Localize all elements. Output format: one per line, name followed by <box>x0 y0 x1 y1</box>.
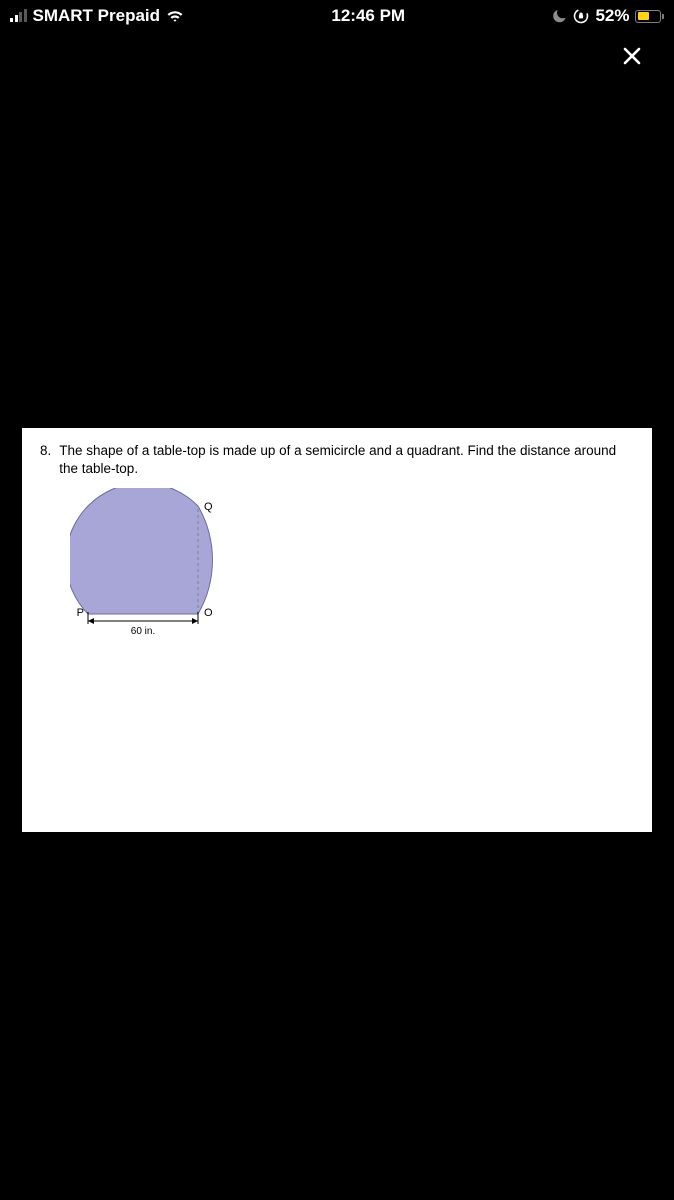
battery-pct-label: 52% <box>595 6 629 26</box>
svg-text:P: P <box>77 607 84 619</box>
image-content: 8. The shape of a table-top is made up o… <box>22 428 652 832</box>
svg-text:O: O <box>204 607 213 619</box>
svg-text:60 in.: 60 in. <box>131 626 155 637</box>
figure: P O Q 60 in. <box>22 488 652 658</box>
carrier-label: SMART Prepaid <box>33 6 161 26</box>
orientation-lock-icon <box>573 8 589 24</box>
problem-number: 8. <box>40 442 51 478</box>
clock-label: 12:46 PM <box>331 6 405 25</box>
close-button[interactable] <box>616 40 648 72</box>
viewer-controls <box>0 32 674 72</box>
status-left: SMART Prepaid <box>10 6 184 26</box>
problem-statement: 8. The shape of a table-top is made up o… <box>22 428 652 488</box>
status-time: 12:46 PM <box>331 6 405 26</box>
battery-icon <box>635 10 664 23</box>
problem-text: The shape of a table-top is made up of a… <box>59 442 634 478</box>
status-bar: SMART Prepaid 12:46 PM 52% <box>0 0 674 32</box>
moon-icon <box>552 9 567 24</box>
svg-text:Q: Q <box>204 501 213 513</box>
wifi-icon <box>166 9 184 23</box>
cellular-signal-icon <box>10 10 27 22</box>
status-right: 52% <box>552 6 664 26</box>
table-top-diagram: P O Q 60 in. <box>70 488 290 658</box>
close-icon <box>621 45 643 67</box>
